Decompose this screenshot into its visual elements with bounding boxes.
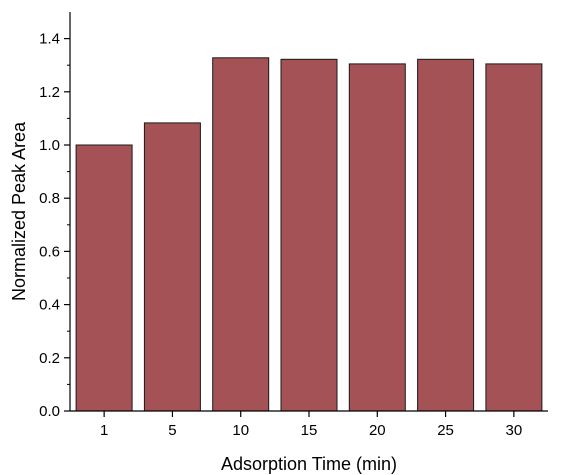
x-tick-label: 10 xyxy=(232,422,249,439)
y-tick-label: 0.8 xyxy=(39,190,60,207)
x-axis-title: Adsorption Time (min) xyxy=(221,454,397,474)
y-axis-title: Normalized Peak Area xyxy=(9,121,29,301)
x-tick-label: 30 xyxy=(506,422,523,439)
bar-20 xyxy=(348,63,406,412)
bar-15 xyxy=(280,58,338,412)
y-tick-label: 0.6 xyxy=(39,243,60,260)
x-tick-label: 20 xyxy=(369,422,386,439)
bar-25 xyxy=(417,58,475,412)
x-tick-label: 15 xyxy=(301,422,318,439)
bars-group xyxy=(75,57,543,412)
y-tick-label: 1.4 xyxy=(39,31,60,48)
y-tick-label: 0.0 xyxy=(39,403,60,420)
y-tick-label: 1.0 xyxy=(39,137,60,154)
x-tick-label: 1 xyxy=(100,422,108,439)
bar-5 xyxy=(143,122,201,412)
x-tick-label: 5 xyxy=(168,422,176,439)
x-tick-label: 25 xyxy=(437,422,454,439)
y-tick-label: 0.2 xyxy=(39,350,60,367)
y-ticks-group: 0.0 0.2 0.4 0.6 0.8 1.0 1.2 1.4 xyxy=(39,31,70,420)
y-tick-label: 0.4 xyxy=(39,297,60,314)
bar-10 xyxy=(212,57,270,412)
bar-30 xyxy=(485,63,543,412)
x-ticks-group: 1 5 10 15 20 25 30 xyxy=(100,411,522,439)
y-tick-label: 1.2 xyxy=(39,84,60,101)
bar-1 xyxy=(75,144,133,412)
